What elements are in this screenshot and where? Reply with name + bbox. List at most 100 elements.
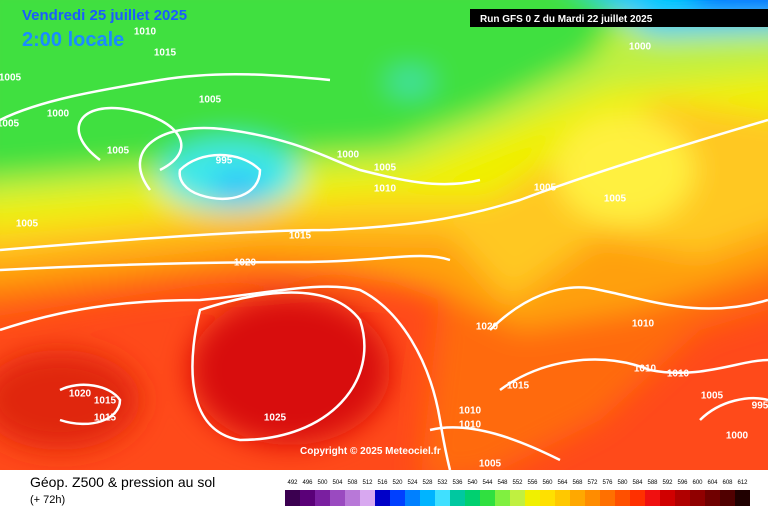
scale-label: 600 <box>692 480 703 486</box>
isobar-label: 1015 <box>289 231 312 242</box>
scale-swatch <box>525 490 540 506</box>
scale-swatch <box>360 490 375 506</box>
scale-swatch <box>495 490 510 506</box>
isobar-label: 1020 <box>69 389 92 400</box>
scale-label: 612 <box>737 480 748 486</box>
run-info: Run GFS 0 Z du Mardi 22 juillet 2025 <box>480 14 653 25</box>
isobar-label: 1000 <box>337 150 360 161</box>
scale-label: 584 <box>632 480 643 486</box>
scale-swatch <box>735 490 750 506</box>
scale-swatch <box>675 490 690 506</box>
scale-label: 568 <box>572 480 583 486</box>
isobar-label: 1020 <box>234 258 257 269</box>
scale-swatch <box>720 490 735 506</box>
scale-swatch <box>630 490 645 506</box>
scale-swatch <box>570 490 585 506</box>
isobar-label: 1005 <box>0 73 22 84</box>
scale-label: 524 <box>407 480 418 486</box>
isobar-label: 1020 <box>476 322 499 333</box>
scale-swatch <box>705 490 720 506</box>
isobar-label: 1005 <box>199 95 222 106</box>
scale-label: 596 <box>677 480 688 486</box>
forecast-date: Vendredi 25 juillet 2025 <box>22 7 187 24</box>
isobar-label: 995 <box>216 156 233 167</box>
scale-swatch <box>345 490 360 506</box>
scale-label: 572 <box>587 480 598 486</box>
scale-label: 564 <box>557 480 568 486</box>
isobar-label: 1005 <box>0 119 20 130</box>
isobars <box>0 72 768 470</box>
isobar-label: 1025 <box>264 413 287 424</box>
scale-swatch <box>645 490 660 506</box>
scale-label: 556 <box>527 480 538 486</box>
isobar-label: 1010 <box>632 319 655 330</box>
scale-label: 552 <box>512 480 523 486</box>
forecast-time: 2:00 locale <box>22 29 124 51</box>
copyright: Copyright © 2025 Meteociel.fr <box>300 446 441 457</box>
isobar-label: 1015 <box>154 48 177 59</box>
scale-swatch <box>615 490 630 506</box>
scale-label: 508 <box>347 480 358 486</box>
scale-label: 544 <box>482 480 493 486</box>
scale-swatch <box>585 490 600 506</box>
isobar-label: 1010 <box>634 364 657 375</box>
map: 1010 1015 1005 1005 1000 1005 1005 995 1000 1005 1… <box>0 0 768 470</box>
isobar-label: 1005 <box>374 163 397 174</box>
isobar-label: 995 <box>752 401 768 412</box>
scale-swatch <box>555 490 570 506</box>
scale-label: 528 <box>422 480 433 486</box>
scale-swatch <box>300 490 315 506</box>
scale-label: 496 <box>302 480 313 486</box>
scale-label: 512 <box>362 480 373 486</box>
scale-label: 548 <box>497 480 508 486</box>
scale-label: 592 <box>662 480 673 486</box>
scale-swatch <box>660 490 675 506</box>
scale-swatch <box>405 490 420 506</box>
scale-swatch <box>600 490 615 506</box>
isobar-label: 1005 <box>16 219 39 230</box>
scale-label: 516 <box>377 480 388 486</box>
legend-subtitle: (+ 72h) <box>30 494 65 506</box>
isobar-label: 1000 <box>629 42 652 53</box>
isobar-label: 1005 <box>479 459 502 470</box>
scale-label: 604 <box>707 480 718 486</box>
scale-label: 588 <box>647 480 658 486</box>
scale-label: 560 <box>542 480 553 486</box>
scale-swatch <box>330 490 345 506</box>
scale-label: 500 <box>317 480 328 486</box>
scale-swatch <box>420 490 435 506</box>
isobar-label: 1010 <box>459 420 482 431</box>
isobar-label: 1005 <box>107 146 130 157</box>
isobar-label: 1010 <box>459 406 482 417</box>
scale-label: 536 <box>452 480 463 486</box>
scale-label: 520 <box>392 480 403 486</box>
scale-swatch <box>465 490 480 506</box>
isobar-label: 1000 <box>726 431 749 442</box>
isobar-label: 1005 <box>604 194 627 205</box>
run-box <box>470 9 768 27</box>
scale-label: 492 <box>287 480 298 486</box>
scale-label: 540 <box>467 480 478 486</box>
isobar-label: 1000 <box>47 109 70 120</box>
scale-swatch <box>690 490 705 506</box>
scale-label: 576 <box>602 480 613 486</box>
scale-swatch <box>435 490 450 506</box>
scale-swatch <box>540 490 555 506</box>
isobar-label: 1005 <box>534 183 557 194</box>
scale-swatch <box>450 490 465 506</box>
scale-label: 532 <box>437 480 448 486</box>
scale-swatch <box>285 490 300 506</box>
isobar-label: 1010 <box>667 369 690 380</box>
isobar-label: 1010 <box>134 27 157 38</box>
isobar-label: 1015 <box>507 381 530 392</box>
isobar-label: 1010 <box>374 184 397 195</box>
legend-title: Géop. Z500 & pression au sol <box>30 474 215 490</box>
scale-swatch <box>315 490 330 506</box>
scale-label: 608 <box>722 480 733 486</box>
scale-label: 504 <box>332 480 343 486</box>
scale-swatch <box>375 490 390 506</box>
scale-label: 580 <box>617 480 628 486</box>
isobar-labels: 1010 1015 1005 1005 1000 1005 1005 995 1000 1005 1… <box>0 27 768 470</box>
scale-swatch <box>480 490 495 506</box>
